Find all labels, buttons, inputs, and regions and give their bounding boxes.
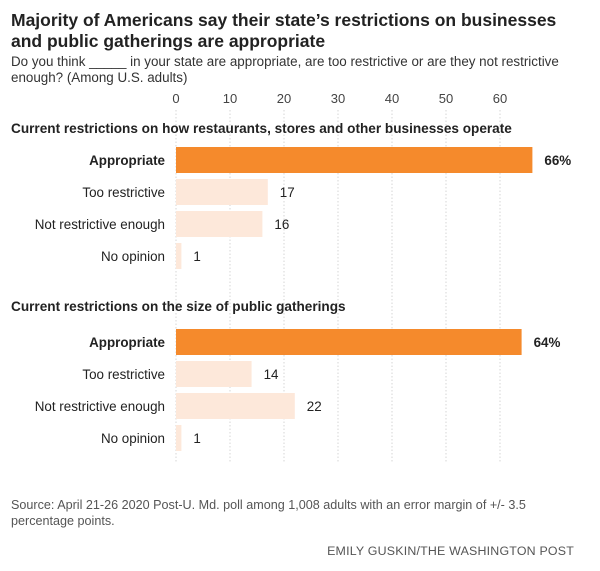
category-label: No opinion <box>101 431 165 446</box>
value-label: 1 <box>193 431 200 446</box>
value-label: 17 <box>280 185 295 200</box>
x-tick-label: 50 <box>439 91 453 106</box>
x-tick-label: 40 <box>385 91 399 106</box>
credit-line: EMILY GUSKIN/THE WASHINGTON POST <box>327 544 574 558</box>
source-note: Source: April 21-26 2020 Post-U. Md. pol… <box>11 498 526 528</box>
category-label: Not restrictive enough <box>35 217 165 232</box>
value-label: 14 <box>264 367 279 382</box>
x-tick-label: 60 <box>493 91 507 106</box>
x-tick-label: 10 <box>223 91 237 106</box>
category-label: Appropriate <box>89 153 165 168</box>
chart-title: Majority of Americans say their state’s … <box>11 10 557 51</box>
bar-too-restrictive <box>176 179 268 205</box>
value-label: 1 <box>193 249 200 264</box>
bar-no-opinion <box>176 243 182 269</box>
category-label: No opinion <box>101 249 165 264</box>
category-label: Too restrictive <box>82 185 165 200</box>
category-label: Not restrictive enough <box>35 399 165 414</box>
x-tick-label: 30 <box>331 91 345 106</box>
bar-too-restrictive <box>176 361 252 387</box>
bar-not-restrictive-enough <box>176 211 263 237</box>
x-tick-label: 0 <box>172 91 179 106</box>
x-tick-label: 20 <box>277 91 291 106</box>
value-label: 22 <box>307 399 322 414</box>
value-label: 66% <box>544 153 571 168</box>
panel-heading: Current restrictions on how restaurants,… <box>11 121 512 136</box>
value-label: 16 <box>274 217 289 232</box>
panel-heading: Current restrictions on the size of publ… <box>11 299 346 314</box>
category-label: Too restrictive <box>82 367 165 382</box>
bar-appropriate <box>176 147 533 173</box>
bar-appropriate <box>176 329 522 355</box>
chart-subtitle: Do you think _____ in your state are app… <box>11 54 559 85</box>
bar-not-restrictive-enough <box>176 393 295 419</box>
category-label: Appropriate <box>89 335 165 350</box>
value-label: 64% <box>534 335 561 350</box>
bar-no-opinion <box>176 425 182 451</box>
